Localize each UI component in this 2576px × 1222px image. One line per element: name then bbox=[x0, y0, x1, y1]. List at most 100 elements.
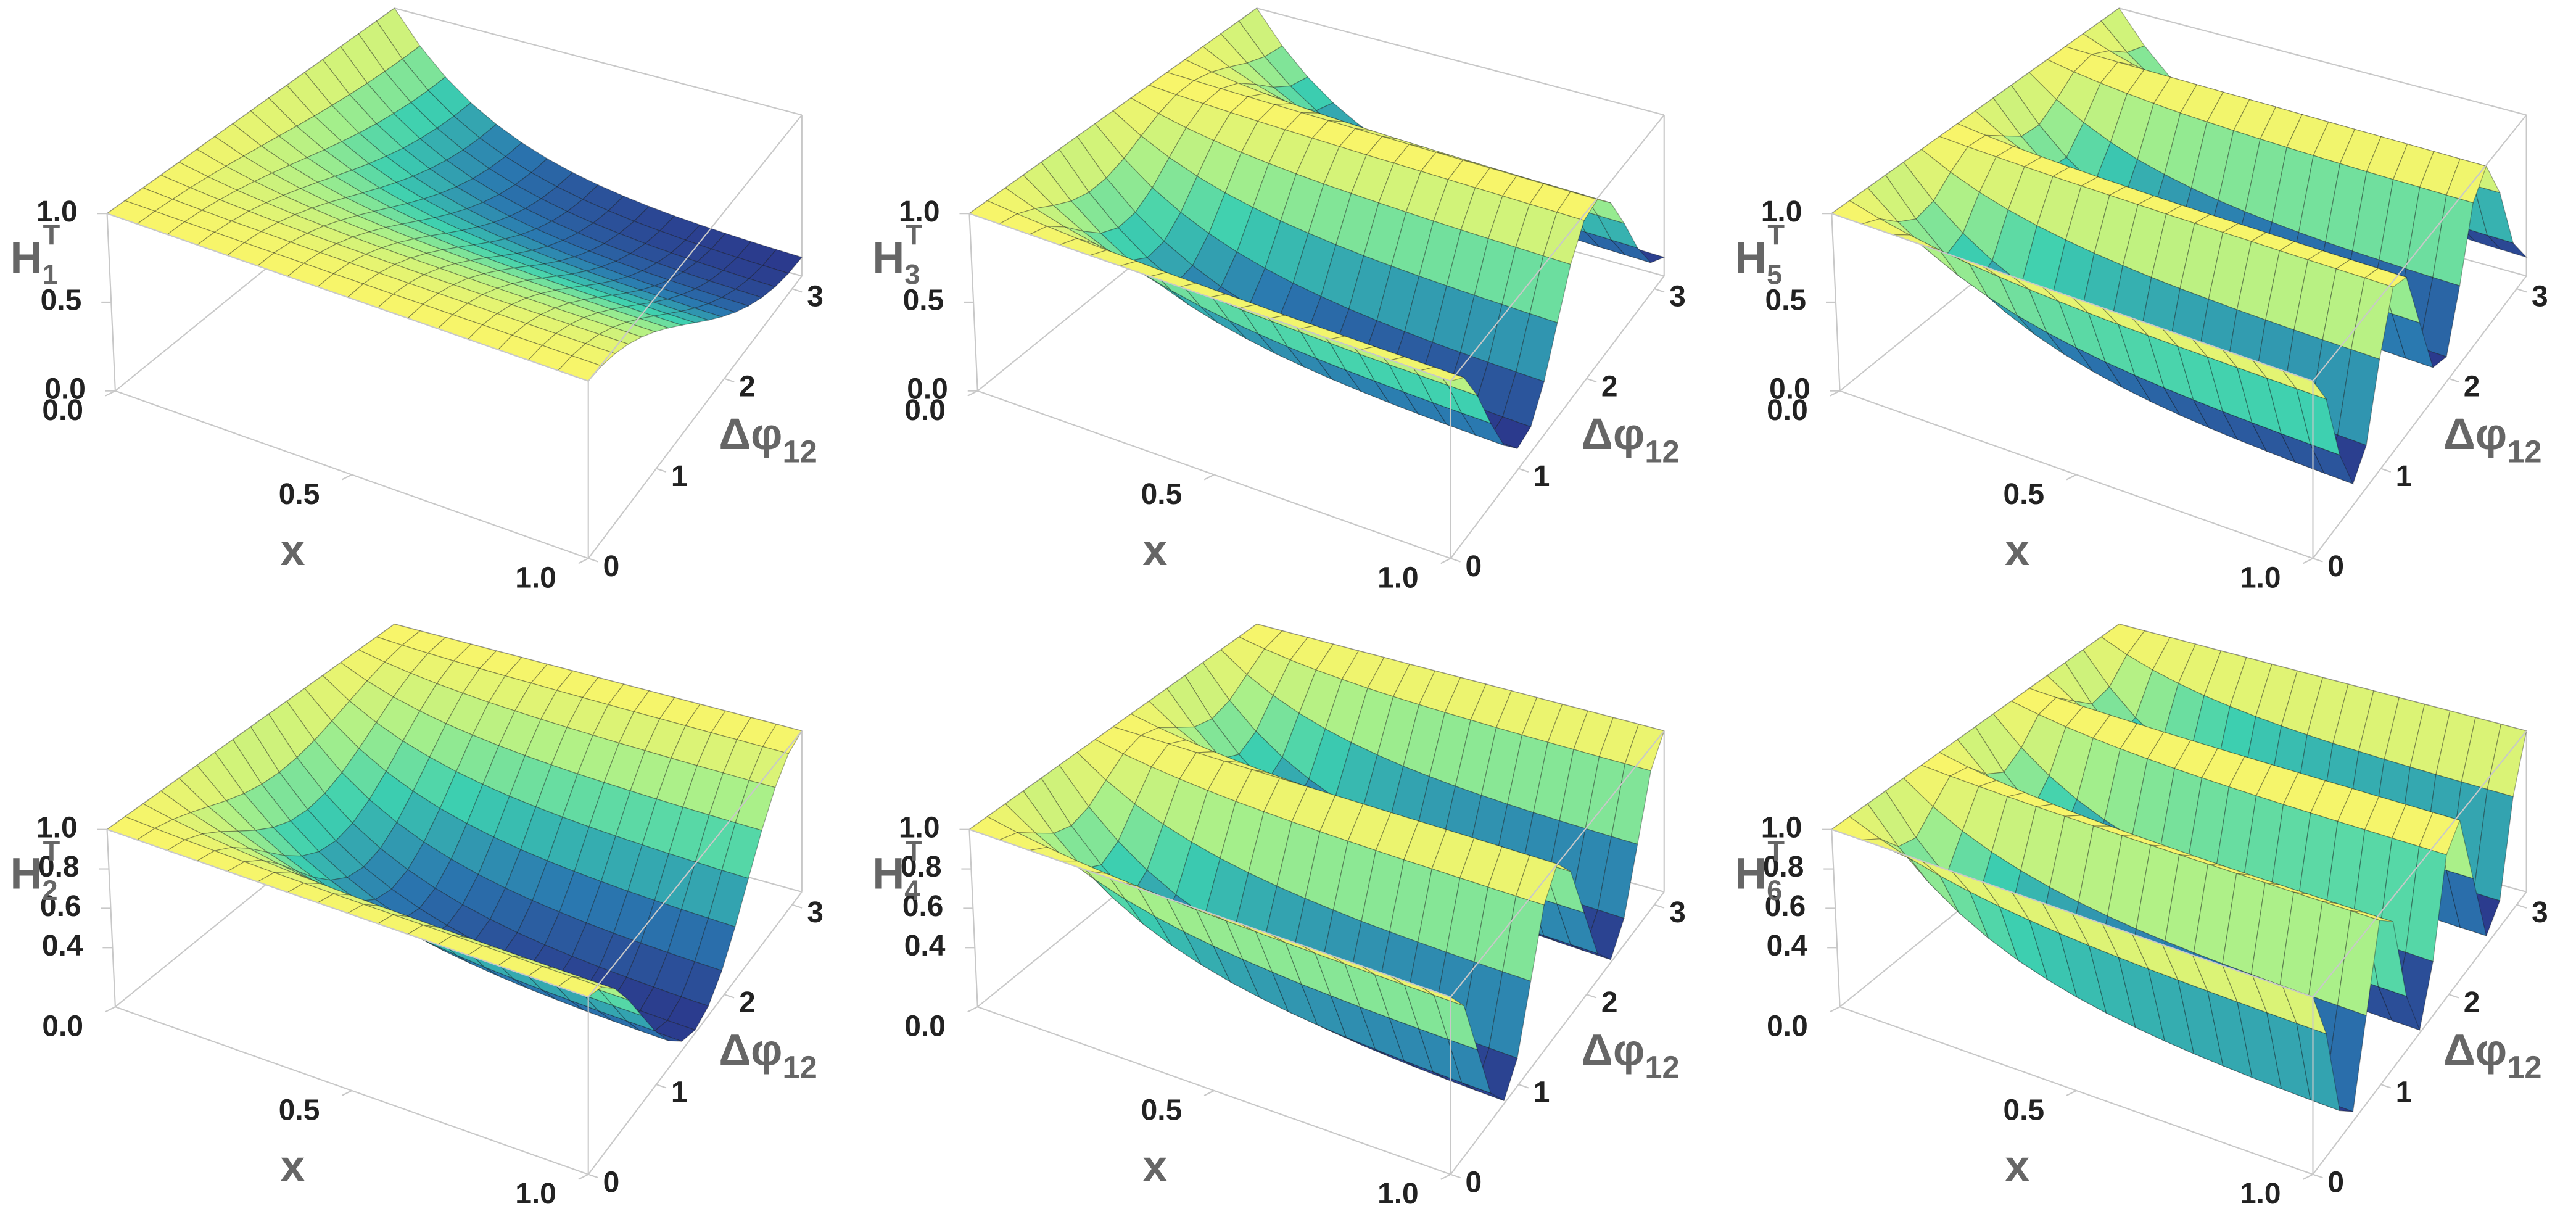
x-tick-label: 0.0 bbox=[904, 1010, 946, 1042]
x-tick-label: 0.5 bbox=[1141, 478, 1183, 511]
y-axis-label: Δφ12 bbox=[719, 1025, 817, 1084]
x-tick bbox=[578, 1173, 589, 1180]
z-tick-label: 0.6 bbox=[1765, 890, 1806, 923]
z-axis-label-base: H bbox=[872, 849, 904, 898]
surface-patch bbox=[707, 297, 750, 313]
y-tick bbox=[588, 1173, 599, 1179]
z-tick-label: 0.5 bbox=[41, 284, 82, 317]
surface-patch bbox=[1542, 212, 1585, 265]
box-edge bbox=[2312, 114, 2527, 382]
y-tick bbox=[724, 378, 735, 383]
x-tick-label: 0.0 bbox=[42, 394, 83, 427]
z-axis-label-sub: 4 bbox=[904, 875, 920, 906]
box-edge bbox=[587, 114, 803, 382]
z-axis-label-sub: 5 bbox=[1767, 259, 1782, 291]
box-edge bbox=[968, 829, 978, 1007]
z-axis-label-sup: T bbox=[1767, 835, 1785, 867]
y-tick-label: 0 bbox=[1466, 550, 1482, 583]
surface-patch bbox=[653, 313, 695, 326]
y-tick bbox=[1654, 904, 1665, 909]
y-tick bbox=[1518, 1084, 1529, 1089]
y-tick-label: 1 bbox=[2396, 1076, 2413, 1109]
z-tick-label: 0.4 bbox=[42, 930, 83, 962]
y-tick bbox=[2516, 904, 2527, 909]
surface-patch bbox=[2486, 234, 2528, 258]
y-tick-label: 2 bbox=[2464, 370, 2480, 403]
box-edge bbox=[969, 828, 1451, 998]
x-tick bbox=[1203, 474, 1215, 481]
x-tick-label: 1.0 bbox=[2240, 562, 2281, 595]
z-tick-label: 0.6 bbox=[40, 890, 81, 923]
y-tick bbox=[2448, 378, 2459, 383]
surface-patch bbox=[1447, 384, 1492, 424]
y-axis-label-sub: 12 bbox=[1645, 1050, 1679, 1085]
box-edge bbox=[1831, 213, 2313, 382]
y-tick-label: 3 bbox=[1669, 281, 1686, 313]
x-tick bbox=[1830, 1006, 1841, 1013]
z-axis-label: H3 T bbox=[872, 220, 922, 291]
y-tick-label: 0 bbox=[2327, 550, 2344, 583]
y-tick bbox=[588, 558, 599, 563]
surface-patch bbox=[584, 334, 630, 355]
x-tick bbox=[2303, 1173, 2313, 1180]
y-tick bbox=[2380, 1084, 2392, 1089]
y-tick-label: 1 bbox=[1534, 1076, 1550, 1109]
y-tick-label: 3 bbox=[807, 896, 824, 929]
box-edge bbox=[1450, 275, 1665, 559]
surface-patch bbox=[2405, 846, 2447, 962]
z-tick-label: 0.4 bbox=[904, 930, 946, 962]
surface bbox=[968, 7, 1666, 449]
box-edge bbox=[2119, 7, 2527, 116]
y-axis-label: Δφ12 bbox=[2443, 410, 2541, 469]
y-tick-label: 2 bbox=[2464, 986, 2480, 1019]
x-tick-label: 1.0 bbox=[1377, 1178, 1419, 1210]
z-axis-label-sub: 3 bbox=[904, 259, 920, 291]
z-tick-label: 1.0 bbox=[1761, 811, 1802, 844]
surface-patch bbox=[748, 746, 790, 788]
y-axis-label-base: Δφ bbox=[2443, 1025, 2507, 1075]
x-tick-label: 1.0 bbox=[515, 562, 556, 595]
y-axis-label: Δφ12 bbox=[719, 410, 817, 469]
x-tick bbox=[341, 474, 352, 481]
z-axis-label-base: H bbox=[1735, 849, 1767, 898]
y-tick bbox=[656, 468, 667, 473]
z-axis-label-sup: T bbox=[905, 220, 922, 251]
x-tick bbox=[341, 1090, 352, 1096]
box-edge bbox=[107, 828, 589, 998]
x-tick bbox=[2066, 474, 2077, 481]
x-axis-label: x bbox=[280, 526, 305, 575]
y-tick-label: 0 bbox=[2327, 1166, 2344, 1199]
y-axis-label: Δφ12 bbox=[1581, 1025, 1679, 1084]
y-axis-label-base: Δφ bbox=[1581, 410, 1645, 459]
x-tick bbox=[105, 1006, 116, 1013]
y-tick-label: 2 bbox=[1601, 986, 1618, 1019]
surface-patch bbox=[1556, 903, 1598, 954]
box-edge bbox=[969, 213, 1451, 382]
y-tick bbox=[791, 288, 803, 293]
x-tick bbox=[1203, 1090, 1215, 1096]
x-tick bbox=[1440, 558, 1451, 564]
surface-patch bbox=[680, 961, 723, 1007]
y-axis-label-sub: 12 bbox=[1645, 434, 1679, 469]
box-edge bbox=[394, 7, 803, 116]
surface-patch bbox=[720, 289, 763, 307]
x-axis-label: x bbox=[2005, 1141, 2029, 1191]
box-edge bbox=[1450, 891, 1665, 1175]
y-tick-label: 2 bbox=[1601, 370, 1618, 403]
x-tick bbox=[2066, 1090, 2077, 1096]
surface-patch bbox=[2391, 313, 2434, 368]
z-axis-label-sup: T bbox=[1767, 220, 1785, 251]
y-tick bbox=[2380, 468, 2392, 473]
box-edge bbox=[2312, 730, 2527, 997]
z-tick-label: 0.8 bbox=[901, 851, 942, 883]
x-tick bbox=[578, 558, 589, 564]
y-tick-label: 1 bbox=[671, 1076, 688, 1109]
box-edge bbox=[1831, 829, 1841, 1007]
